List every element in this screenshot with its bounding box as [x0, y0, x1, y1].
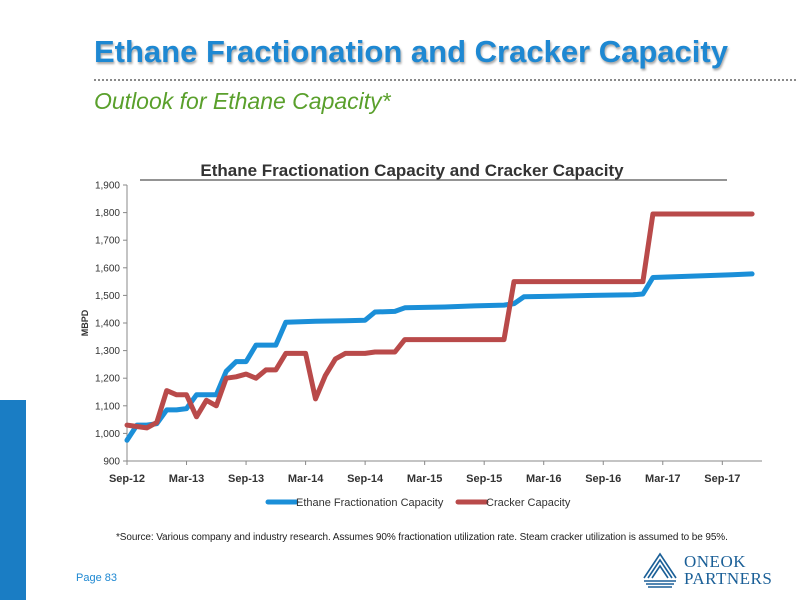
x-tick-label: Mar-14: [288, 473, 324, 485]
y-axis-label: MBPD: [80, 309, 90, 336]
title-divider: [94, 79, 796, 81]
x-tick-label: Sep-14: [347, 473, 384, 485]
logo-line2: PARTNERS: [684, 569, 773, 588]
y-tick-label: 900: [103, 457, 120, 468]
x-tick-label: Mar-16: [526, 473, 561, 485]
x-tick-label: Mar-15: [407, 473, 442, 485]
x-tick-label: Mar-17: [645, 473, 680, 485]
y-tick-label: 1,700: [95, 236, 120, 247]
left-accent-bar: [0, 400, 26, 600]
y-tick-label: 1,900: [95, 181, 120, 192]
y-tick-label: 1,400: [95, 319, 120, 330]
cracker-capacity-line: [124, 211, 755, 431]
y-tick-label: 1,600: [95, 263, 120, 274]
y-tick-label: 1,100: [95, 401, 120, 412]
chart-title: Ethane Fractionation Capacity and Cracke…: [200, 161, 624, 180]
x-tick-label: Sep-15: [466, 473, 502, 485]
legend-label: Ethane Fractionation Capacity: [296, 497, 444, 509]
y-tick-label: 1,200: [95, 374, 120, 385]
legend-label: Cracker Capacity: [486, 497, 571, 509]
capacity-line-chart: Ethane Fractionation Capacity and Cracke…: [80, 161, 762, 509]
y-tick-label: 1,500: [95, 291, 120, 302]
x-tick-label: Sep-13: [228, 473, 264, 485]
y-tick-label: 1,800: [95, 208, 120, 219]
x-tick-label: Sep-16: [585, 473, 621, 485]
x-tick-label: Mar-13: [169, 473, 204, 485]
x-tick-label: Sep-17: [704, 473, 740, 485]
slide-title: Ethane Fractionation and Cracker Capacit…: [94, 34, 728, 69]
slide-subtitle: Outlook for Ethane Capacity*: [94, 88, 391, 114]
y-tick-label: 1,300: [95, 346, 120, 357]
source-note: *Source: Various company and industry re…: [116, 532, 728, 543]
fractionation-capacity-line: [124, 271, 755, 443]
logo-line1: ONEOK: [684, 552, 746, 571]
page-number: Page 83: [76, 572, 117, 584]
oneok-partners-logo: ONEOK PARTNERS: [640, 548, 800, 592]
y-tick-label: 1,000: [95, 429, 120, 440]
x-tick-label: Sep-12: [109, 473, 145, 485]
oneok-lines-icon: [643, 552, 677, 588]
